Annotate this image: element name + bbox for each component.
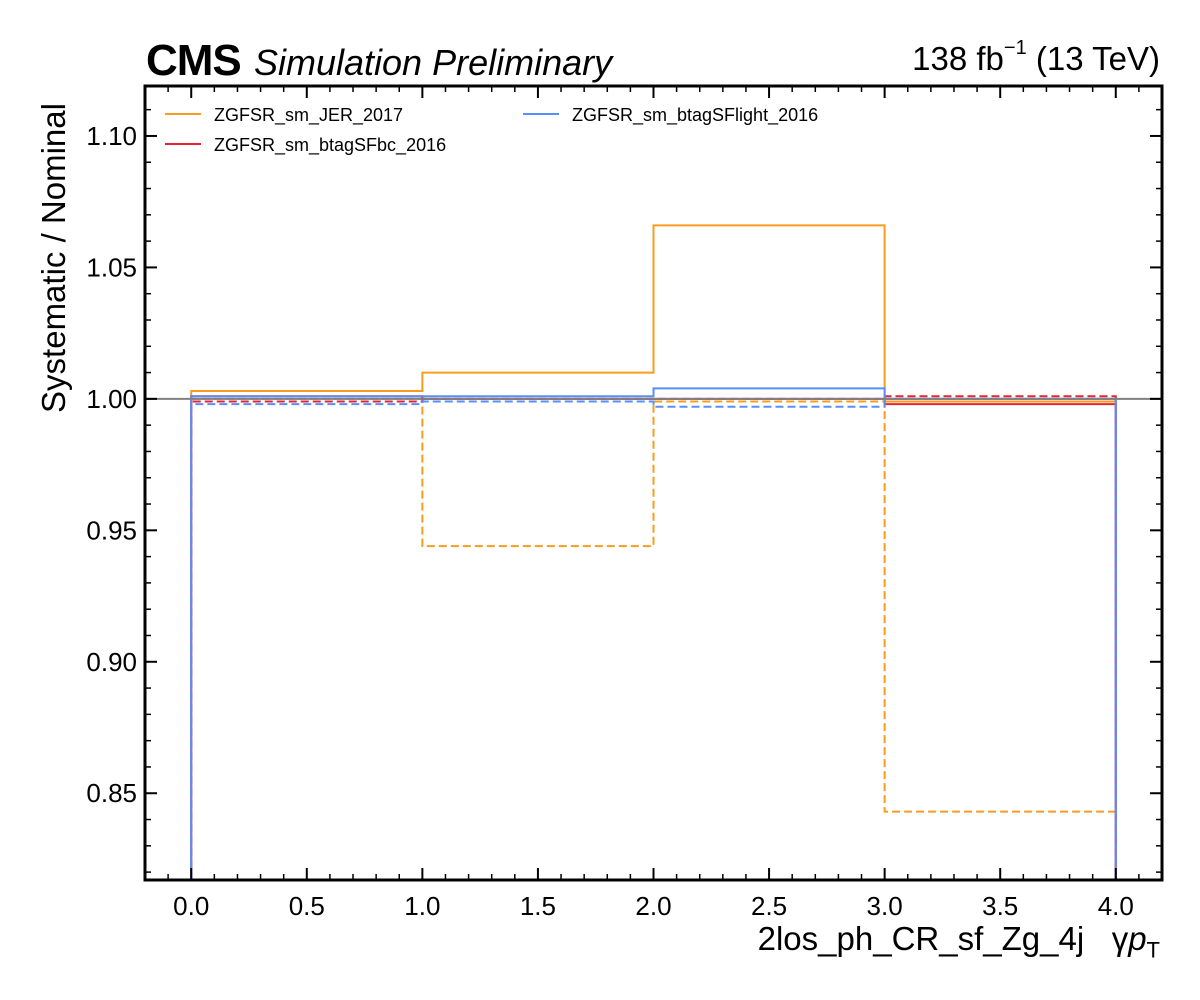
y-tick-label: 1.00 — [86, 384, 137, 414]
legend-label: ZGFSR_sm_btagSFlight_2016 — [572, 105, 818, 126]
x-axis-label-sub: T — [1146, 937, 1160, 963]
x-axis-label-gamma: γ — [1111, 920, 1129, 957]
x-tick-label: 2.5 — [751, 891, 787, 921]
luminosity-label: 138 fb−1 (13 TeV) — [912, 37, 1160, 78]
x-tick-label: 1.0 — [404, 891, 440, 921]
experiment-label: CMS — [146, 36, 242, 85]
x-tick-label: 4.0 — [1098, 891, 1134, 921]
x-tick-label: 2.0 — [635, 891, 671, 921]
y-tick-label: 0.90 — [86, 647, 137, 677]
x-axis-label-p: p — [1128, 920, 1147, 957]
lumi-value: 138 fb — [912, 40, 1004, 77]
x-tick-label: 0.5 — [289, 891, 325, 921]
plot-frame — [143, 84, 1164, 882]
x-axis-label: 2los_ph_CR_sf_Zg_4j γpT — [758, 920, 1160, 964]
x-axis-label-main: 2los_ph_CR_sf_Zg_4j — [757, 920, 1085, 957]
x-tick-label: 3.0 — [867, 891, 903, 921]
series-line-1 — [190, 397, 1117, 880]
y-tick-label: 1.10 — [86, 121, 137, 151]
status-label: Simulation Preliminary — [254, 42, 613, 83]
lumi-energy: (13 TeV) — [1026, 40, 1160, 77]
series-layer — [190, 224, 1117, 880]
y-tick-label: 1.05 — [86, 252, 137, 282]
x-tick-label: 0.0 — [173, 891, 209, 921]
x-tick-label: 1.5 — [520, 891, 556, 921]
y-tick-label: 0.85 — [86, 778, 137, 808]
legend: ZGFSR_sm_JER_2017 ZGFSR_sm_btagSFbc_2016 Z… — [165, 105, 818, 156]
y-tick-label: 0.95 — [86, 515, 137, 545]
series-line-0 — [190, 224, 1117, 880]
series-line-4 — [190, 387, 1117, 880]
legend-label: ZGFSR_sm_btagSFbc_2016 — [214, 135, 446, 156]
x-tick-label: 3.5 — [982, 891, 1018, 921]
legend-label: ZGFSR_sm_JER_2017 — [214, 105, 403, 126]
tick-layer: 0.0 0.5 1.0 1.5 2.0 2.5 3.0 3.5 4.0 0.85 0.90 0.95 1… — [86, 86, 1162, 921]
lumi-exponent: −1 — [1003, 37, 1027, 59]
